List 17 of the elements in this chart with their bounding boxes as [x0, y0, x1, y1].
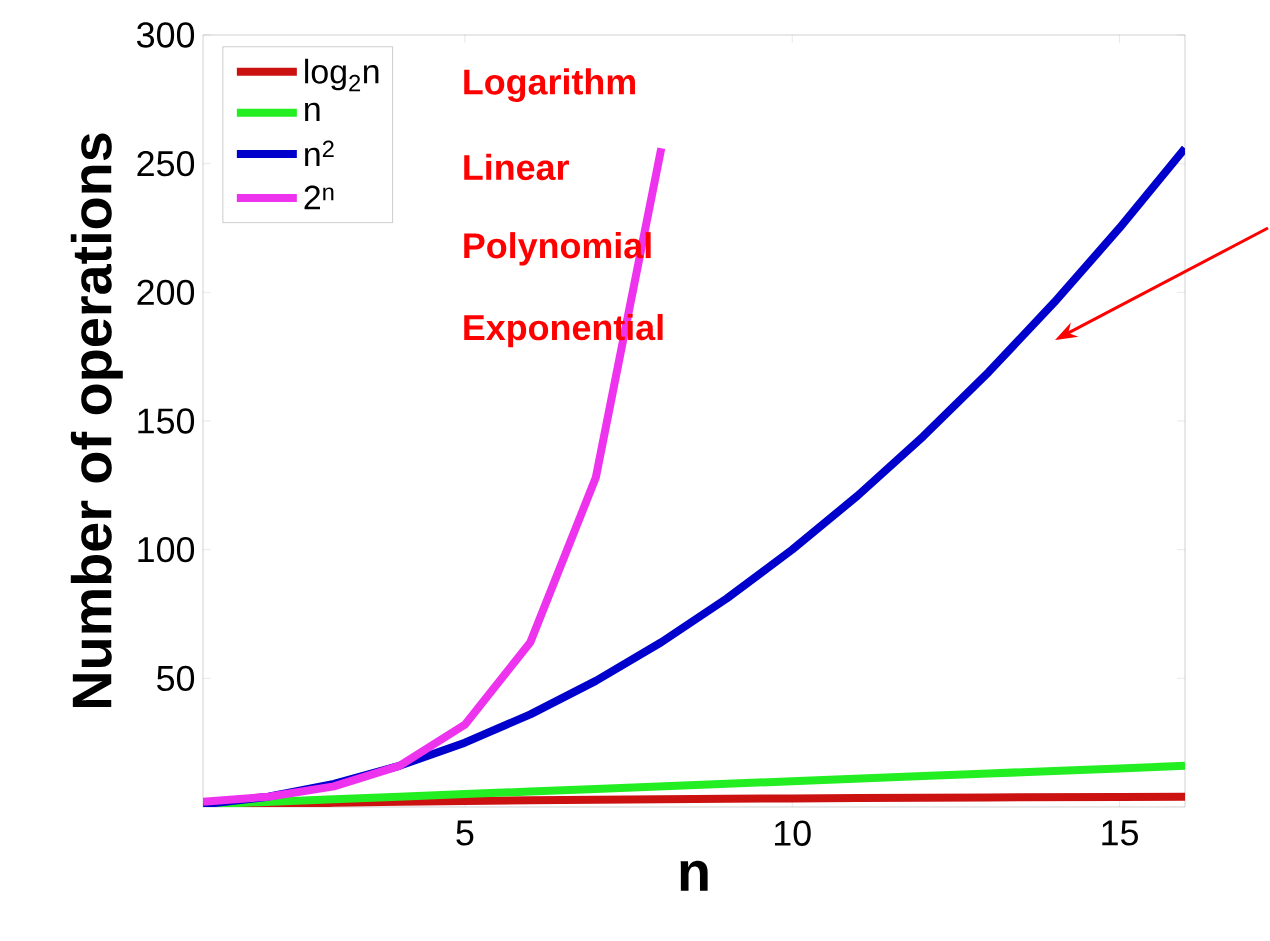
x-tick-label: 15 [1102, 820, 1138, 846]
annotation: Linear [464, 153, 569, 181]
y-tick-label: 250 [137, 150, 195, 177]
y-tick-label: 50 [157, 665, 195, 692]
x-tick-label: 10 [775, 820, 811, 846]
y-tick-label: 100 [138, 536, 195, 563]
y-axis-title: Number of operations [70, 133, 123, 708]
y-tick-label: 150 [138, 408, 195, 434]
legend-label: 2$^{n}$ [304, 185, 334, 210]
y-tick-label: 300 [137, 22, 195, 48]
x-axis-title: n [680, 860, 708, 891]
legend-label: n$^{2}$ [305, 140, 334, 167]
x-tick-label: 5 [456, 820, 474, 846]
annotation: Logarithm [464, 68, 635, 102]
legend-label: log$_{2}$n [305, 58, 379, 92]
legend-label: n [305, 102, 320, 122]
y-tick-label: 200 [137, 279, 195, 306]
